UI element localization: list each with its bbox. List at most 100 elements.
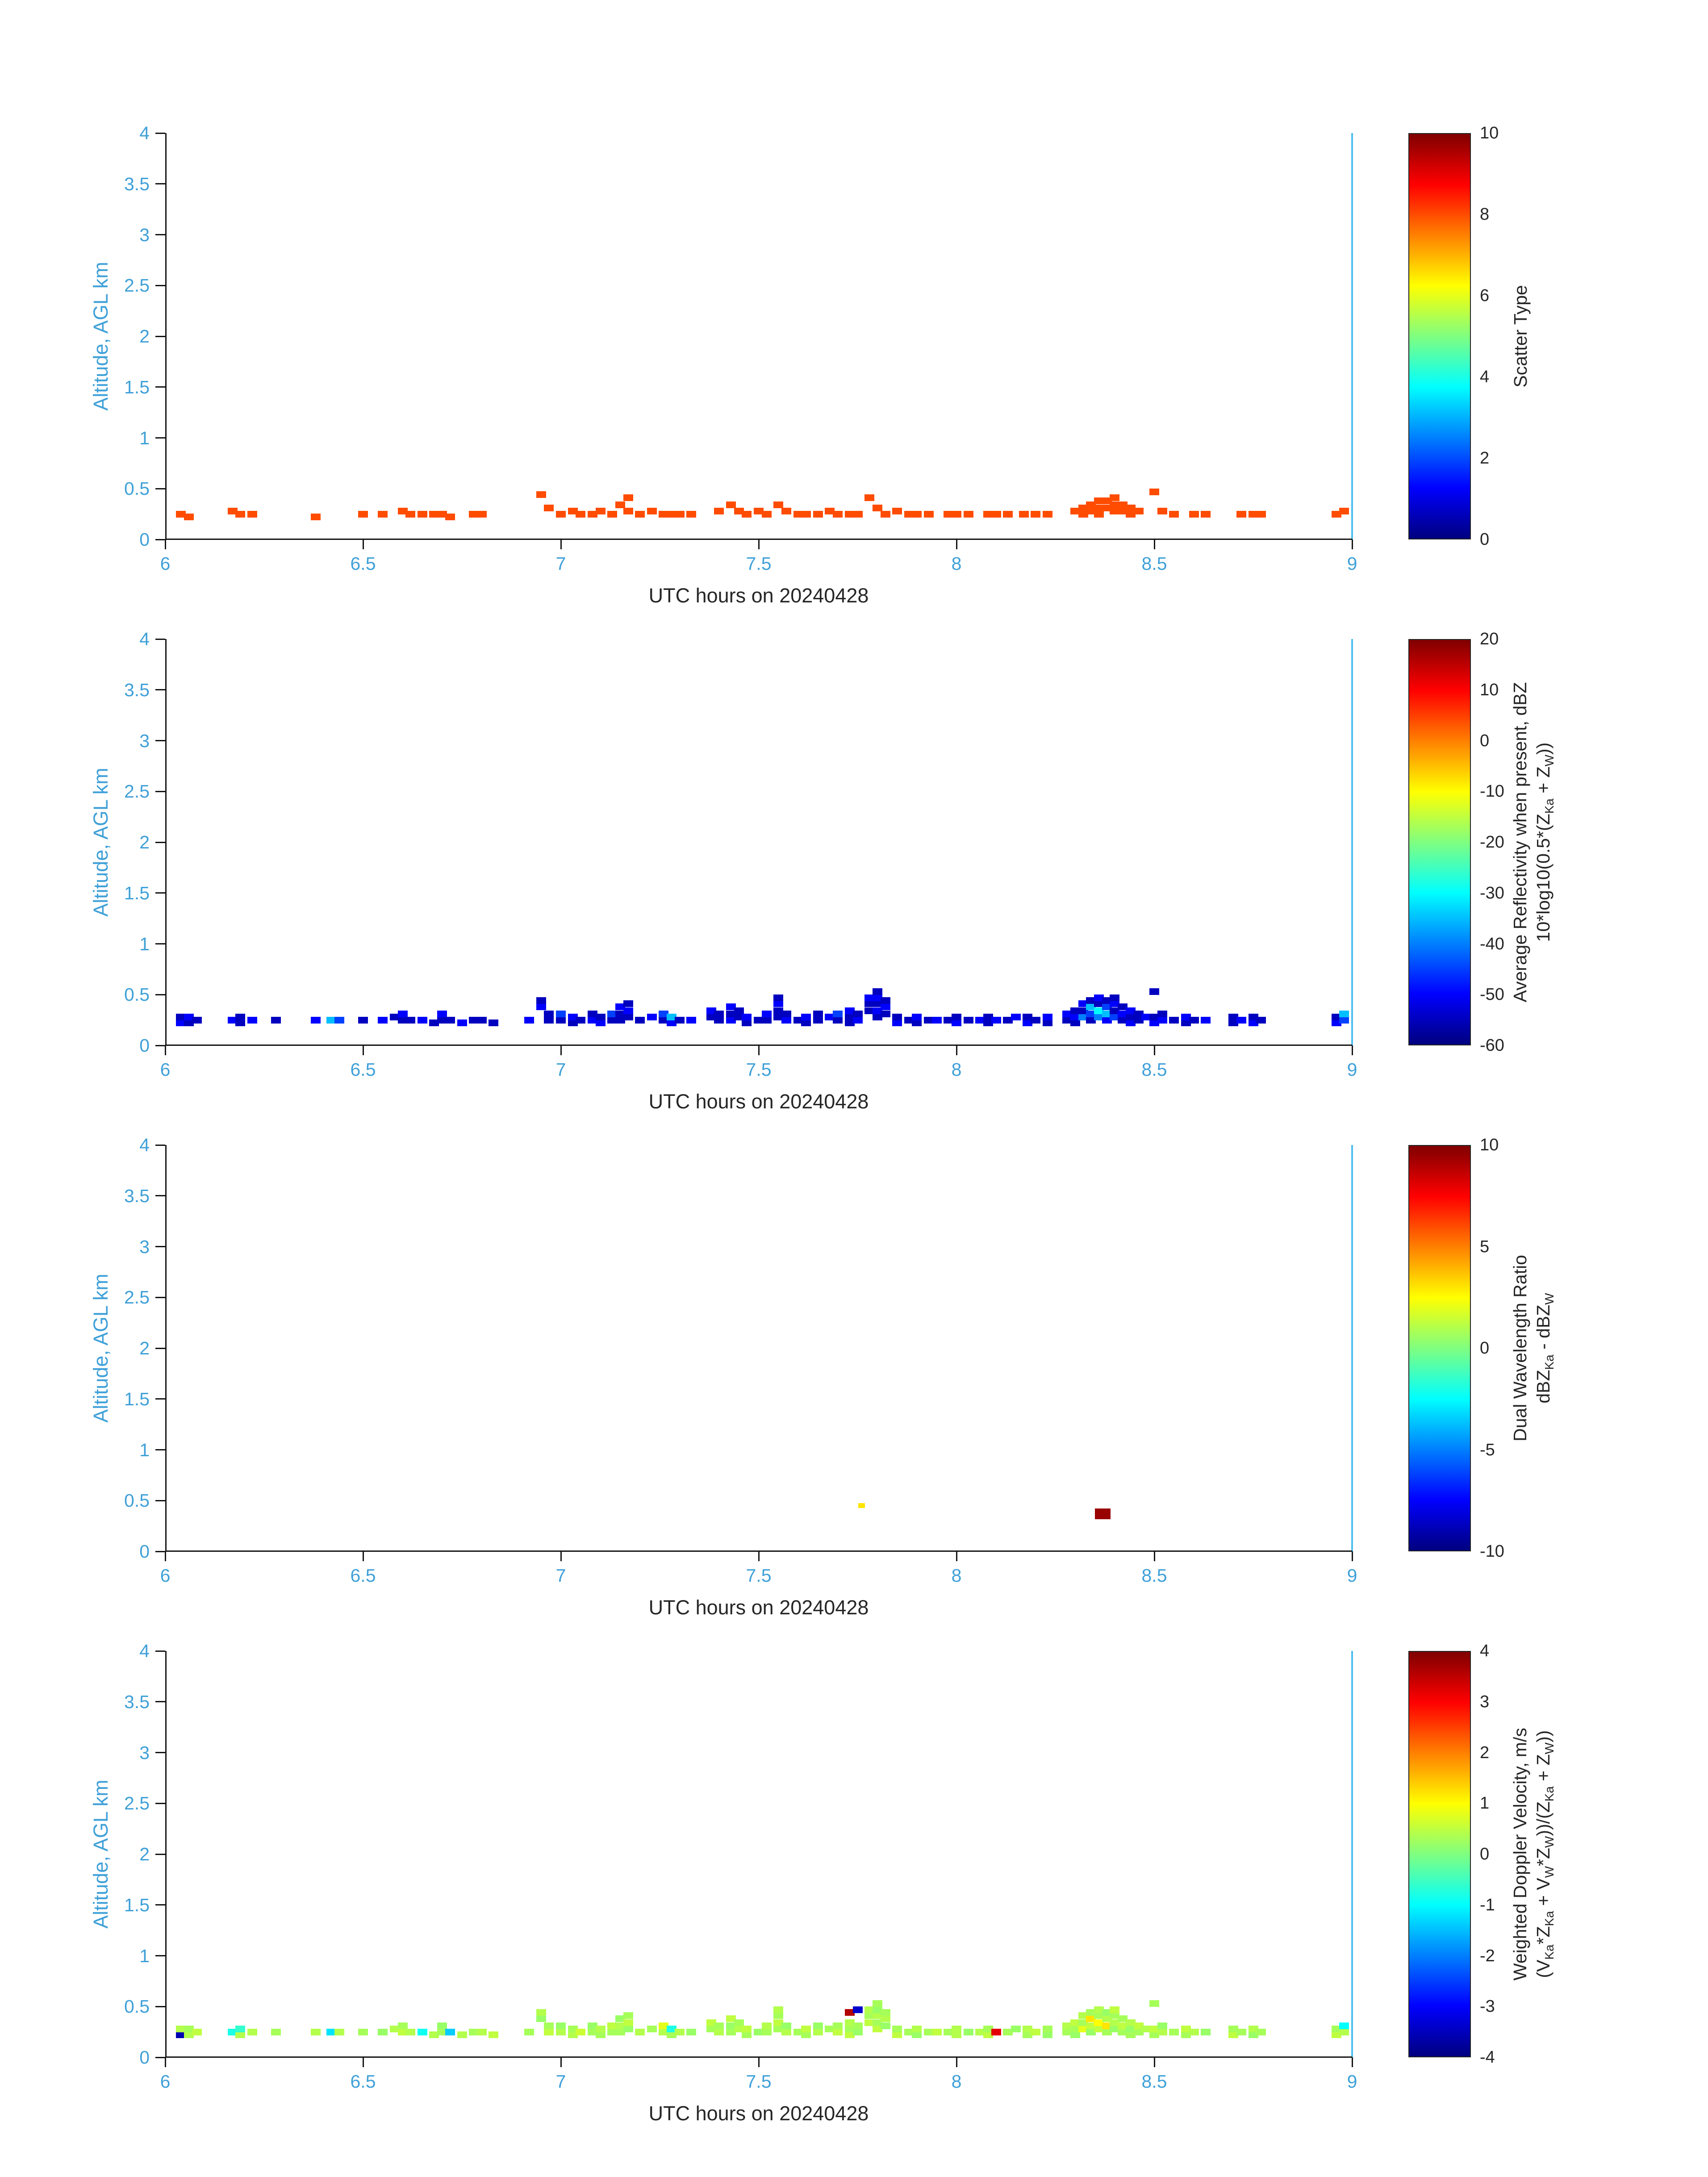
- colorbar-ticks: -4 -3 -2 -1 0 1 2 3 4: [1480, 1642, 1578, 2067]
- data-point: [623, 1007, 633, 1015]
- data-point: [1094, 2006, 1104, 2013]
- data-point: [1181, 2025, 1191, 2032]
- data-point: [852, 2006, 863, 2013]
- data-point: [793, 510, 803, 518]
- data-point: [1110, 494, 1120, 501]
- x-axis-label: UTC hours on 20240428: [648, 1090, 869, 1113]
- data-point: [825, 2025, 835, 2032]
- data-point: [773, 2019, 784, 2027]
- data-point: [1339, 1010, 1349, 1017]
- data-point: [1248, 510, 1258, 518]
- data-point: [615, 1003, 625, 1011]
- data-point: [983, 1020, 993, 1027]
- x-ticks: 6 6.5 7 7.5 8 8.5 9: [160, 1651, 1357, 2092]
- data-point: [1125, 2031, 1136, 2039]
- data-point: [1248, 2025, 1258, 2032]
- data-point: [844, 2009, 855, 2016]
- data-point: [667, 1020, 677, 1027]
- data-point: [1181, 1020, 1191, 1027]
- data-point: [852, 510, 863, 518]
- data-point: [706, 2025, 716, 2032]
- data-point: [1019, 510, 1029, 518]
- data-point: [1102, 1010, 1112, 1017]
- data-point: [429, 510, 439, 518]
- data-point: [761, 510, 772, 518]
- x-axis-label: UTC hours on 20240428: [648, 1596, 869, 1619]
- x-tick-label: 8: [951, 553, 962, 574]
- data-point: [944, 1016, 954, 1024]
- data-point: [1236, 2028, 1246, 2035]
- x-tick-label: 9: [1347, 2071, 1357, 2092]
- colorbar: -10 -5 0 5 10 Dual Wavelength Ratio dBZKa - d…: [1408, 1136, 1556, 1561]
- y-tick-mark: [155, 1802, 165, 1804]
- y-tick-mark: [155, 386, 165, 388]
- data-point: [904, 2028, 914, 2035]
- colorbar-tick-label: 8: [1480, 205, 1490, 224]
- y-tick-mark: [155, 132, 165, 134]
- x-tick-mark: [758, 1551, 760, 1561]
- colorbar-ticks: 0 2 4 6 8 10: [1480, 124, 1578, 549]
- data-point: [1125, 1007, 1136, 1015]
- data-point: [536, 997, 546, 1004]
- data-point: [912, 510, 922, 518]
- colorbar-tick-label: 0: [1480, 1845, 1490, 1864]
- y-tick-label: 1: [139, 1439, 150, 1460]
- data-point: [1042, 2031, 1052, 2039]
- data-point: [781, 2022, 792, 2029]
- data-point: [1003, 510, 1013, 518]
- plot-area: 0 0.5 1 1.5 2 2.5 3 3.5 4 6 6.5 7 7.5 8 8.5 9: [124, 1135, 1357, 1586]
- colorbar-tick-label: -1: [1480, 1895, 1495, 1914]
- data-point: [813, 1016, 823, 1024]
- data-point: [1078, 2019, 1088, 2027]
- data-point: [963, 510, 973, 518]
- radar-time-height-panel: Altitude, AGL km 0 0.5 1 1.5 2 2.5 3 3.5 4 6 6.5 7…: [0, 603, 1708, 1113]
- data-point: [235, 1013, 246, 1020]
- data-point: [912, 2025, 922, 2032]
- data-point: [754, 1016, 764, 1024]
- y-tick-label: 0: [139, 2047, 150, 2068]
- colorbar: 0 2 4 6 8 10 Scatter Type: [1408, 124, 1531, 549]
- data-point: [983, 510, 993, 518]
- data-point: [1086, 1010, 1096, 1017]
- data-point: [742, 2031, 752, 2039]
- data-point: [326, 2028, 337, 2035]
- data-point: [469, 1016, 479, 1024]
- y-tick-label: 4: [139, 1641, 150, 1661]
- y-tick-mark: [155, 2056, 165, 2058]
- data-point: [536, 2009, 546, 2016]
- data-point: [872, 2012, 882, 2019]
- data-point: [761, 1010, 772, 1017]
- data-point: [852, 2022, 863, 2029]
- data-point: [568, 2025, 578, 2032]
- x-tick-label: 6: [160, 1565, 171, 1586]
- colorbar-tick-label: 20: [1480, 630, 1499, 648]
- colorbar-tick-label: 2: [1480, 449, 1490, 468]
- y-tick-label: 1.5: [124, 376, 150, 397]
- data-point: [1094, 2019, 1104, 2027]
- data-point: [235, 510, 246, 518]
- data-point: [844, 1020, 855, 1027]
- data-point: [659, 2022, 669, 2029]
- data-point: [1094, 1007, 1104, 1015]
- data-point: [184, 1020, 194, 1027]
- data-point: [864, 1007, 875, 1015]
- data-point: [844, 1007, 855, 1015]
- data-point: [975, 2028, 986, 2035]
- data-point: [706, 1007, 716, 1015]
- radar-time-height-panel: Altitude, AGL km 0 0.5 1 1.5 2 2.5 3 3.5 4 6 6.5 7…: [0, 1109, 1708, 1619]
- data-point: [1169, 510, 1179, 518]
- data-point: [923, 1016, 934, 1024]
- data-point: [1189, 2028, 1199, 2035]
- data-point: [880, 1010, 890, 1017]
- y-tick-mark: [155, 2006, 165, 2007]
- x-tick-label: 6.5: [350, 1565, 376, 1586]
- data-point: [761, 1016, 772, 1024]
- y-tick-label: 1.5: [124, 1894, 150, 1915]
- colorbar-tick-label: -3: [1480, 1997, 1495, 2016]
- x-tick-mark: [1153, 539, 1155, 549]
- data-point: [1248, 1013, 1258, 1020]
- data-point: [556, 2028, 566, 2035]
- y-axis-line: [165, 639, 167, 1045]
- data-point: [1118, 1010, 1128, 1017]
- data-point: [405, 510, 416, 518]
